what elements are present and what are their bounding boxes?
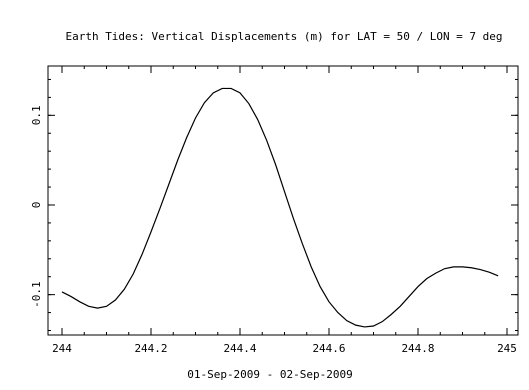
x-tick-label: 245 [497, 342, 517, 355]
y-tick-label: 0 [30, 202, 43, 209]
x-tick-labels: 244 244.2 244.4 244.6 244.8 245 [52, 342, 517, 355]
plot-frame [47, 65, 519, 336]
x-tick-label: 244.6 [312, 342, 345, 355]
x-tick-label: 244.8 [401, 342, 434, 355]
x-axis-label: 01-Sep-2009 - 02-Sep-2009 [187, 368, 353, 381]
y-tick-labels: 0.1 0 -0.1 [30, 105, 43, 308]
series-line [61, 87, 499, 328]
x-tick-label: 244 [52, 342, 72, 355]
y-tick-label: 0.1 [30, 105, 43, 125]
x-tick-label: 244.2 [134, 342, 167, 355]
y-tick-label: -0.1 [30, 281, 43, 308]
chart-title: Earth Tides: Vertical Displacements (m) … [65, 30, 502, 43]
axis-ticks [48, 66, 518, 335]
x-tick-label: 244.4 [223, 342, 256, 355]
